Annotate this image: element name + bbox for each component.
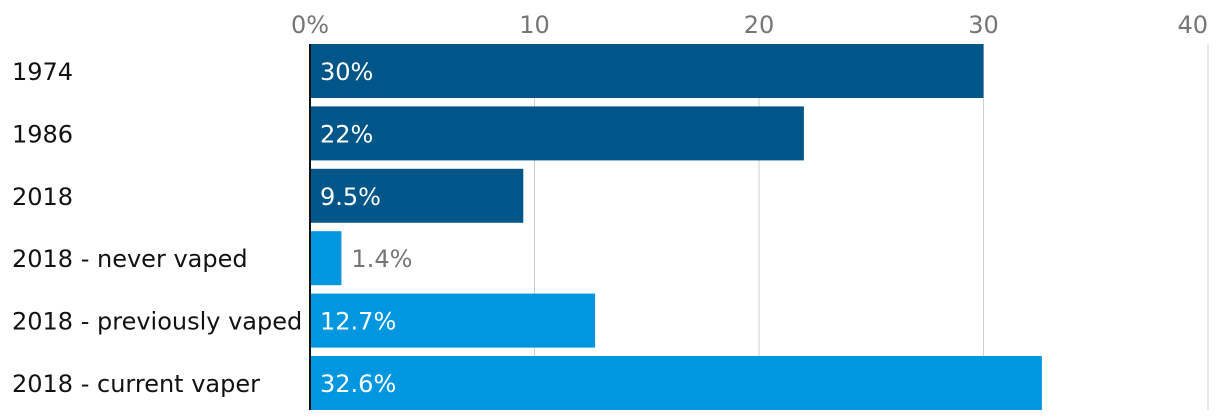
category-label: 2018 - never vaped [12,245,248,273]
x-axis-ticks: 0% 10 20 30 40 [291,11,1208,39]
value-label: 12.7% [320,308,396,336]
bar-6 [310,356,1042,410]
value-label: 1.4% [351,245,412,273]
x-tick-label: 0% [291,11,329,39]
value-label: 30% [320,58,373,86]
category-labels: 1974 1986 2018 2018 - never vaped 2018 - pre… [12,58,302,398]
value-label: 9.5% [320,183,381,211]
bar-2 [310,106,804,161]
x-tick-label: 10 [519,11,550,39]
gridlines [534,44,1209,410]
bar-3 [310,168,524,223]
bars [310,44,1042,410]
bar-5 [310,293,596,348]
category-label: 2018 - current vaper [12,370,260,398]
category-label: 1974 [12,58,73,86]
x-tick-label: 20 [744,11,775,39]
x-tick-label: 30 [968,11,999,39]
bar-1 [310,44,984,98]
category-label: 1986 [12,120,73,148]
category-label: 2018 - previously vaped [12,308,302,336]
value-labels: 30% 22% 9.5% 1.4% 12.7% 32.6% [320,58,412,398]
bar-4 [310,231,342,286]
x-tick-label: 40 [1177,11,1208,39]
category-label: 2018 [12,183,73,211]
value-label: 22% [320,120,373,148]
value-label: 32.6% [320,370,396,398]
